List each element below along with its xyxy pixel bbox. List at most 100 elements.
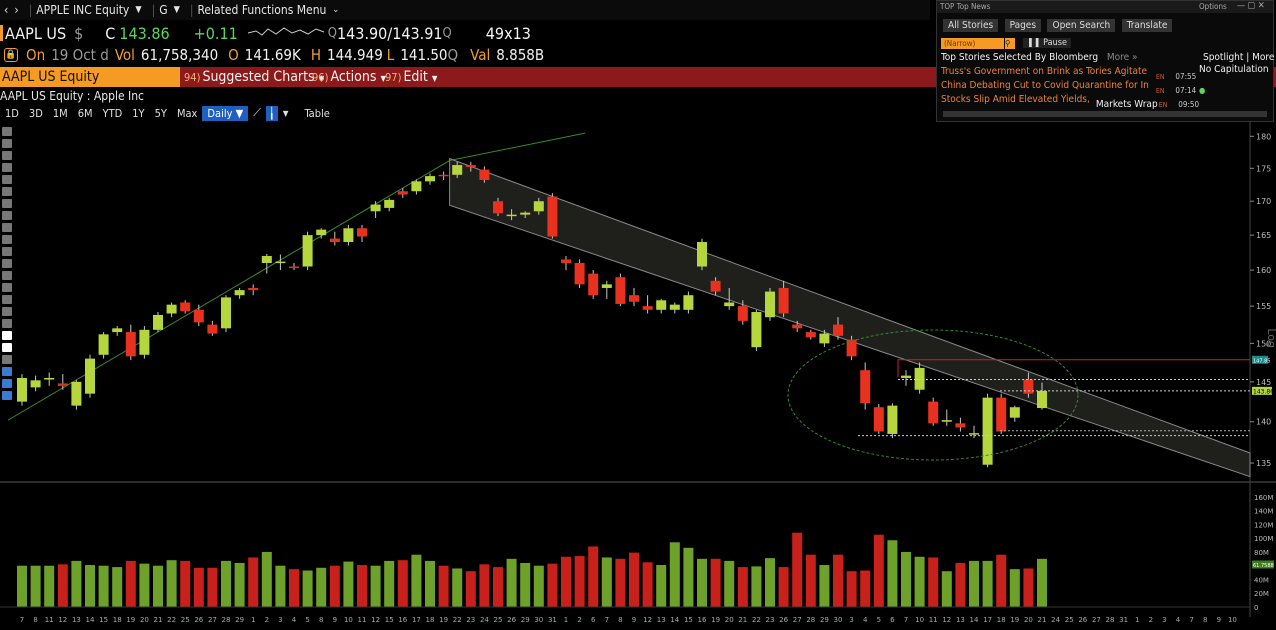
marker-icon[interactable] — [2, 307, 12, 316]
text-icon[interactable] — [2, 295, 12, 304]
actions-button[interactable]: 96) Actions ▼ — [312, 67, 386, 87]
volume-bar — [112, 567, 123, 607]
tab-open-search[interactable]: Open Search — [1047, 19, 1116, 32]
trendline-extension[interactable] — [449, 132, 586, 162]
date-tick-label: 16 — [398, 616, 407, 624]
narrow-input[interactable]: (Narrow) — [941, 37, 1004, 49]
cursor-icon[interactable] — [2, 127, 12, 136]
chart-annotations[interactable] — [787, 329, 1250, 461]
candle — [44, 372, 55, 386]
circle-icon[interactable] — [2, 343, 12, 352]
trendline-icon[interactable] — [2, 163, 12, 172]
volume-bar — [411, 554, 422, 607]
r-icon[interactable] — [2, 259, 12, 268]
support-trendline[interactable] — [7, 160, 450, 421]
regression-channel[interactable] — [449, 157, 1251, 478]
brush-icon[interactable] — [2, 211, 12, 220]
related-functions-menu[interactable]: Related Functions Menu — [197, 3, 327, 17]
vline-icon[interactable] — [2, 235, 12, 244]
news-options[interactable]: Options — [1199, 2, 1227, 11]
candle — [465, 161, 476, 172]
news-item[interactable]: China Debating Cut to Covid Quarantine f… — [941, 79, 1269, 95]
pause-button[interactable]: ❚❚ Pause — [1023, 38, 1071, 48]
candle-body — [615, 277, 626, 304]
link-icon[interactable] — [2, 379, 12, 388]
tab-pages[interactable]: Pages — [1004, 19, 1042, 32]
chevron-down-icon[interactable]: ▼ — [282, 108, 289, 118]
range-max[interactable]: Max — [176, 106, 198, 120]
range-1m[interactable]: 1M — [52, 106, 68, 120]
chevron-down-icon[interactable]: ▼ — [173, 5, 180, 15]
news-more-link[interactable]: More » — [1106, 52, 1138, 63]
hline-icon[interactable] — [2, 187, 12, 196]
table-button[interactable]: Table — [304, 106, 330, 120]
news-item[interactable]: Truss's Government on Brink as Tories Ag… — [941, 65, 1269, 81]
eraser-icon[interactable] — [2, 319, 12, 328]
date-tick-label: 26 — [779, 616, 788, 624]
date-tick-label: 27 — [793, 616, 802, 624]
security-field[interactable]: AAPL US Equity — [0, 67, 180, 87]
chevron-down-icon[interactable]: ▼ — [135, 5, 142, 15]
date-tick-label: 18 — [113, 616, 122, 624]
resistance-line[interactable] — [897, 359, 1250, 378]
candle — [139, 326, 150, 359]
candle — [343, 224, 354, 246]
candle-body — [669, 304, 680, 310]
trend-channel[interactable] — [7, 132, 1251, 478]
volume-bar — [1009, 569, 1020, 607]
line-chart-icon[interactable]: ⟋ — [253, 106, 261, 119]
news-scrollbar[interactable] — [943, 111, 1267, 117]
range-5y[interactable]: 5Y — [154, 106, 167, 120]
edit-button[interactable]: 97) Edit ▼ — [385, 67, 437, 87]
lock-icon[interactable] — [2, 355, 12, 364]
spotlight-label[interactable]: Spotlight | More — [1203, 52, 1275, 63]
date-tick-label: 18 — [426, 616, 435, 624]
highlight-ellipse[interactable] — [787, 329, 1079, 461]
price-chart[interactable]: 135140145150155160165170175180Log147.851… — [0, 122, 1276, 630]
volume-bar — [737, 567, 748, 607]
range-6m[interactable]: 6M — [77, 106, 93, 120]
volume-bar — [193, 567, 204, 607]
date-tick-label: 9 — [1217, 616, 1221, 624]
measure-icon[interactable] — [2, 271, 12, 280]
tab-all-stories[interactable]: All Stories — [943, 19, 999, 32]
crosshair-icon[interactable] — [2, 151, 12, 160]
volume-bar — [914, 556, 925, 607]
graph-dropdown[interactable]: G — [159, 3, 168, 17]
candle-body — [302, 235, 313, 267]
range-3d[interactable]: 3D — [28, 106, 43, 120]
security-dropdown[interactable]: APPLE INC Equity — [36, 3, 130, 17]
search-icon[interactable]: ⚲ — [1005, 37, 1015, 49]
magnet-icon[interactable] — [2, 367, 12, 376]
suggested-charts-button[interactable]: 94) Suggested Charts ▼ — [184, 67, 324, 87]
tab-translate[interactable]: Translate — [1121, 19, 1173, 32]
fib-icon[interactable] — [2, 223, 12, 232]
date-tick-label: 17 — [412, 616, 421, 624]
news-time: 07:55 — [1175, 72, 1197, 81]
frequency-dropdown[interactable]: Daily ▼ — [202, 105, 249, 121]
arrow-icon[interactable] — [2, 283, 12, 292]
volume-tick-label: 160M — [1254, 494, 1273, 502]
news-item[interactable]: Stocks Slip Amid Elevated Yields, Grow..… — [941, 93, 1269, 110]
square-icon[interactable] — [2, 331, 12, 340]
candle — [520, 211, 531, 219]
volume-tag-bg — [1252, 560, 1274, 569]
candle — [819, 329, 830, 348]
range-ytd[interactable]: YTD — [102, 106, 123, 120]
range-1y[interactable]: 1Y — [132, 106, 145, 120]
window-controls-icon[interactable]: — ▢ ✕ — [1237, 1, 1265, 11]
pencil-icon[interactable] — [2, 139, 12, 148]
back-arrow-icon[interactable]: ‹ — [4, 3, 9, 17]
channel-icon[interactable] — [2, 199, 12, 208]
double-chevron-icon[interactable]: ⌄ — [332, 5, 340, 15]
spotlight-item[interactable]: No Capitulation Y — [1199, 64, 1269, 75]
settings-icon[interactable] — [2, 391, 12, 400]
forward-arrow-icon[interactable]: › — [14, 3, 19, 17]
date-tick-label: 26 — [507, 616, 516, 624]
candle — [955, 417, 966, 432]
traded-value: 8.858B — [496, 46, 545, 64]
range-1d[interactable]: 1D — [5, 106, 19, 120]
candlestick-icon[interactable]: ╽ — [265, 105, 278, 121]
rect-icon[interactable] — [2, 247, 12, 256]
line-icon[interactable] — [2, 175, 12, 184]
